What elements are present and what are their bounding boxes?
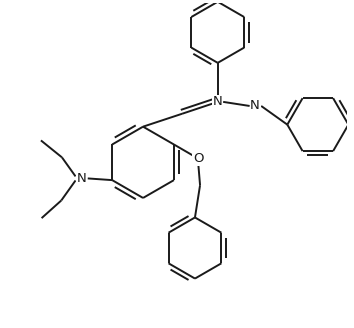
Text: N: N: [77, 172, 86, 185]
Text: N: N: [250, 99, 260, 113]
Text: O: O: [193, 152, 204, 165]
Text: N: N: [213, 95, 223, 108]
